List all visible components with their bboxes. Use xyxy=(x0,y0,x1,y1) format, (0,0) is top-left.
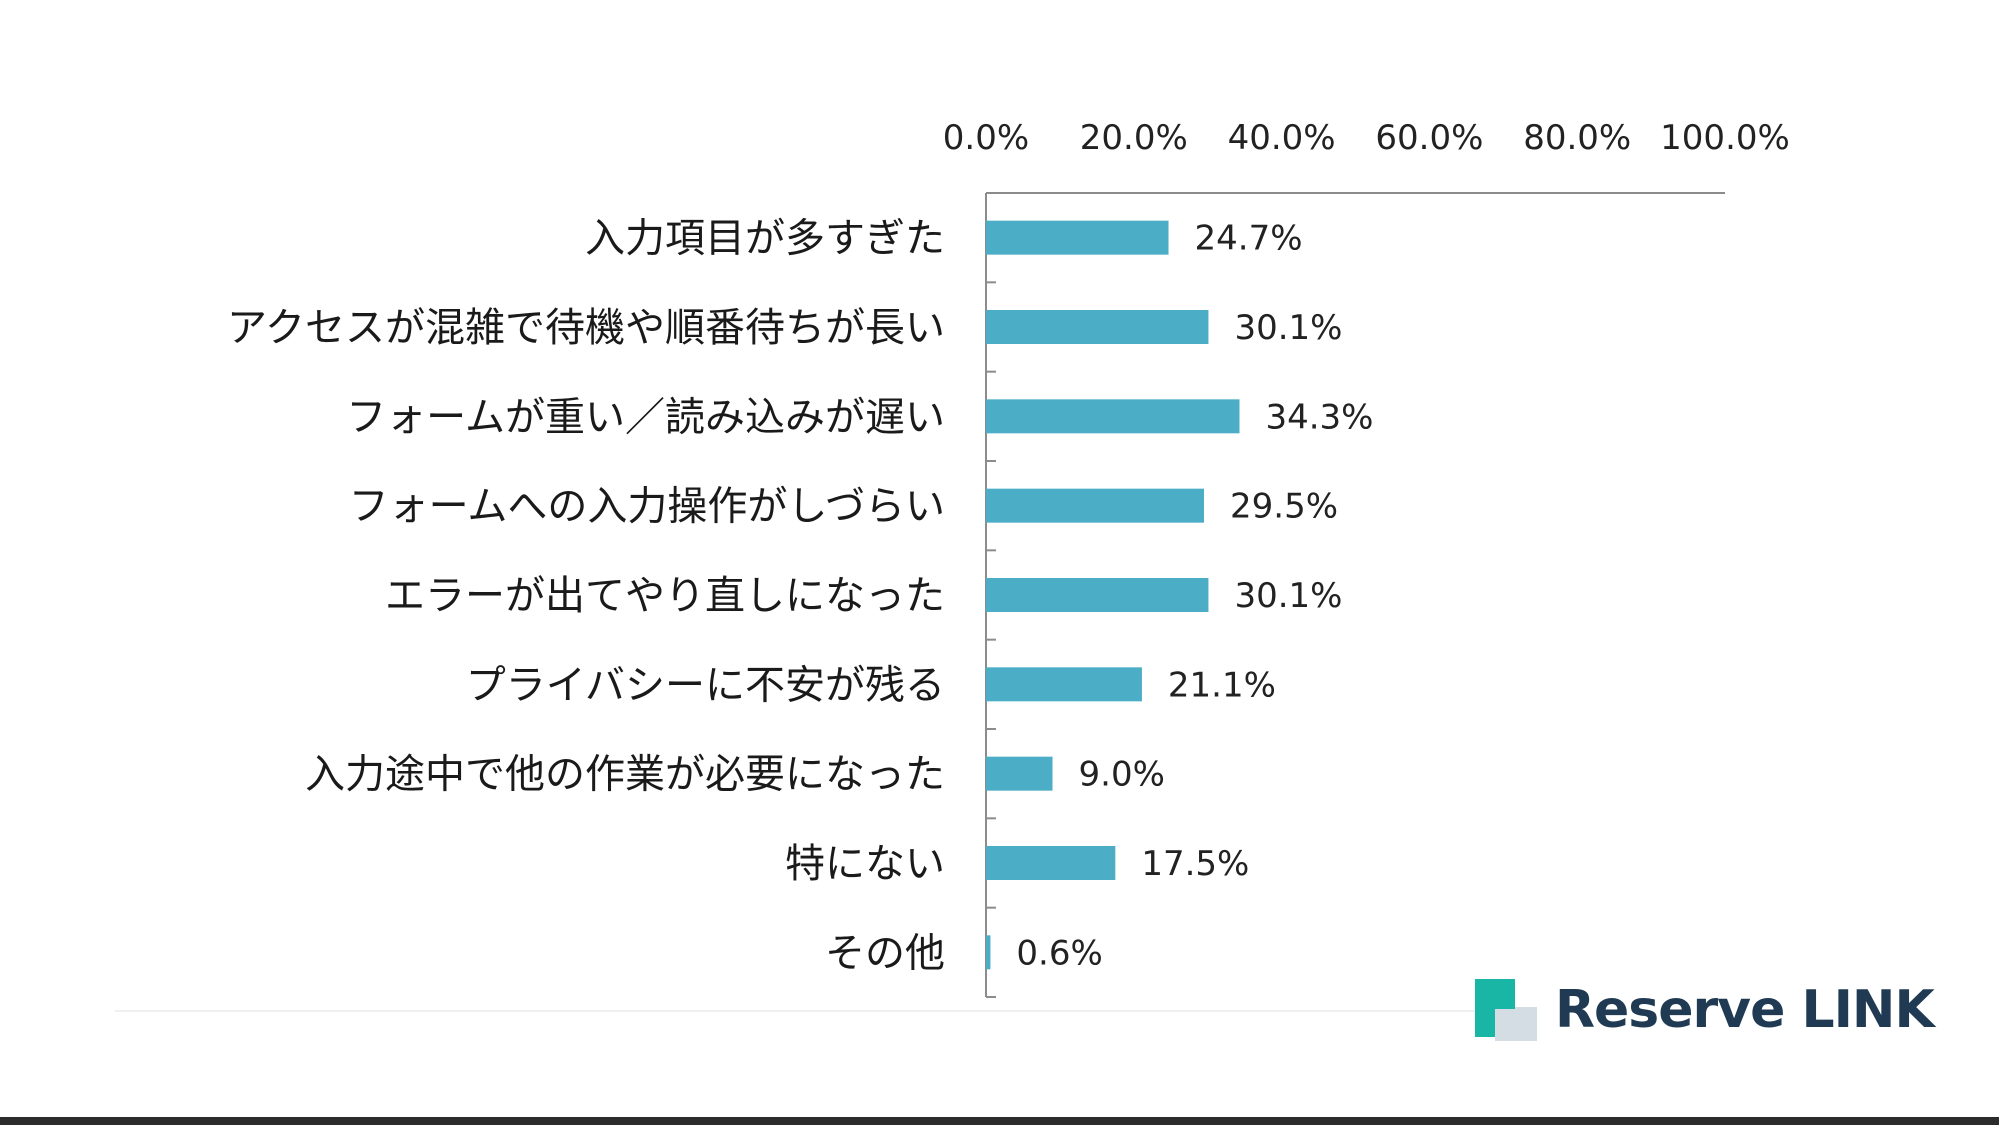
bar xyxy=(986,488,1205,523)
reserve-link-logo-icon xyxy=(1475,979,1537,1041)
bar xyxy=(986,310,1209,344)
data-label: 24.7% xyxy=(1195,219,1303,259)
data-labels: 24.7% 30.1% 34.3% 29.5% 30.1% 21.1% 9.0% 17.5% 0… xyxy=(1016,219,1373,974)
bar xyxy=(986,667,1142,702)
data-label: 17.5% xyxy=(1141,844,1249,884)
x-tick-label: 60.0% xyxy=(1375,118,1483,158)
bar xyxy=(986,846,1116,880)
x-tick-label: 40.0% xyxy=(1228,118,1336,158)
data-label: 29.5% xyxy=(1230,487,1338,527)
category-label: プライバシーに不安が残る xyxy=(466,662,945,708)
data-label: 30.1% xyxy=(1234,576,1342,616)
category-label: 特にない xyxy=(785,841,945,887)
data-label: 30.1% xyxy=(1234,308,1342,348)
data-label: 34.3% xyxy=(1265,397,1373,437)
brand-logo: Reserve LINK xyxy=(1475,975,1935,1045)
bar xyxy=(986,756,1053,791)
x-tick-label: 80.0% xyxy=(1523,118,1631,158)
brand-name: Reserve LINK xyxy=(1555,980,1935,1040)
category-label: フォームへの入力操作がしづらい xyxy=(349,484,945,530)
footer-divider xyxy=(115,1010,1515,1012)
category-label: エラーが出てやり直しになった xyxy=(385,573,945,619)
category-label: 入力項目が多すぎた xyxy=(585,216,945,262)
data-label: 9.0% xyxy=(1079,755,1165,795)
category-label: その他 xyxy=(825,930,945,976)
x-tick-label: 0.0% xyxy=(943,118,1029,158)
bar xyxy=(986,935,991,970)
data-label: 21.1% xyxy=(1168,665,1276,705)
bars xyxy=(986,220,1240,970)
bar xyxy=(986,399,1240,434)
bar xyxy=(986,220,1169,255)
category-label: フォームが重い／読み込みが遅い xyxy=(346,394,945,440)
x-axis-ticks: 0.0% 20.0% 40.0% 60.0% 80.0% 100.0% xyxy=(943,118,1790,158)
category-label: 入力途中で他の作業が必要になった xyxy=(305,752,945,798)
x-tick-label: 100.0% xyxy=(1660,118,1790,158)
category-label: アクセスが混雑で待機や順番待ちが長い xyxy=(227,305,945,351)
x-tick-label: 20.0% xyxy=(1080,118,1188,158)
category-labels: 入力項目が多すぎたアクセスが混雑で待機や順番待ちが長いフォームが重い／読み込みが… xyxy=(227,216,945,977)
bottom-strip xyxy=(0,1117,1999,1125)
bar xyxy=(986,578,1209,612)
data-label: 0.6% xyxy=(1016,933,1102,973)
